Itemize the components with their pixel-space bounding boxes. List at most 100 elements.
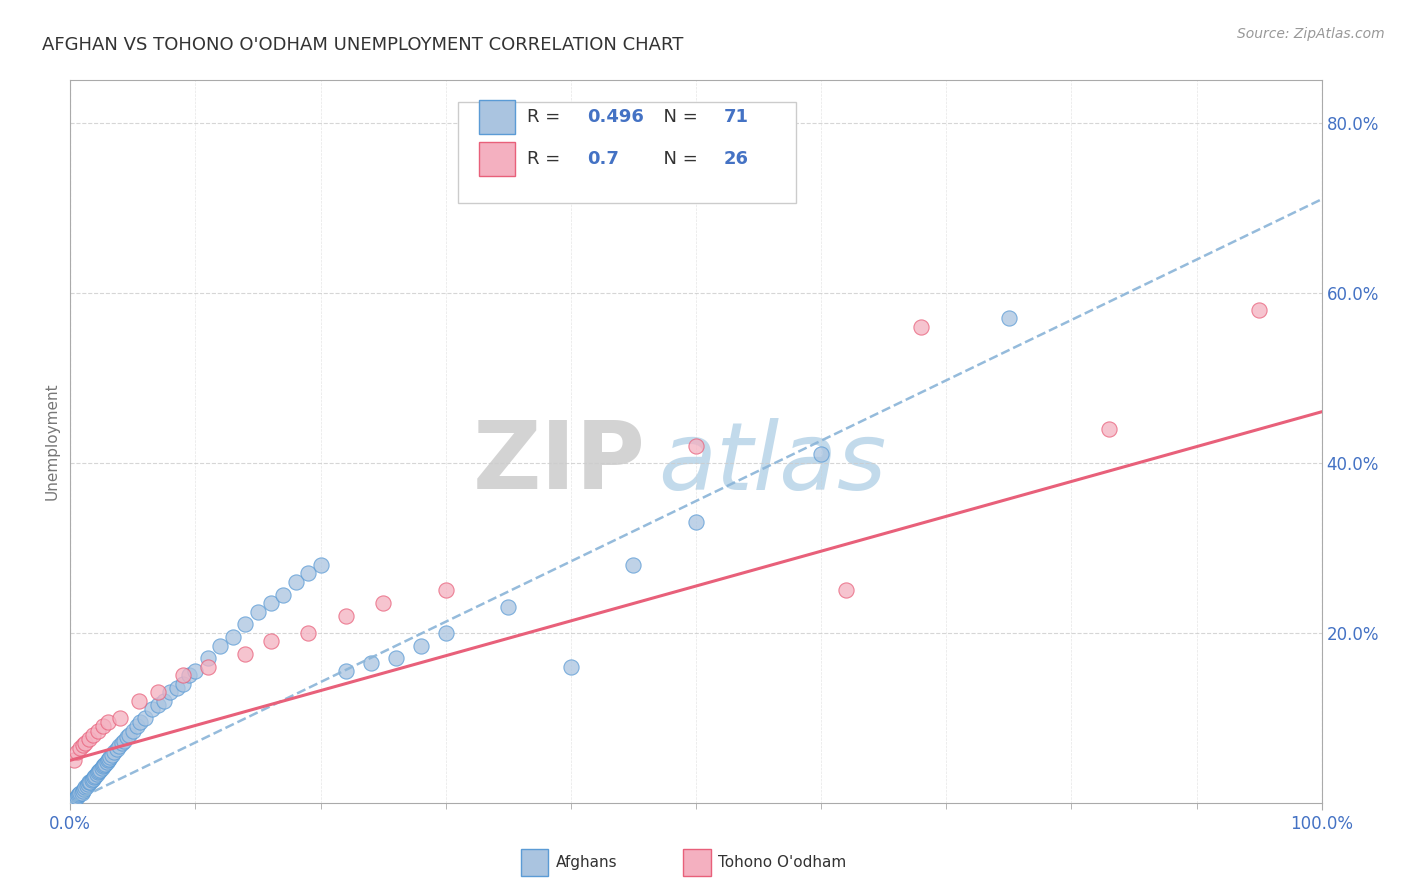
Point: [75, 736, 97, 750]
Point: [259, 596, 281, 610]
Text: AFGHAN VS TOHONO O'ODHAM UNEMPLOYMENT CORRELATION CHART: AFGHAN VS TOHONO O'ODHAM UNEMPLOYMENT CO…: [42, 36, 683, 54]
Point: [172, 668, 194, 682]
Point: [87, 723, 110, 738]
Point: [100, 748, 122, 763]
Point: [97, 753, 120, 767]
Point: [297, 625, 319, 640]
Point: [685, 516, 707, 530]
Point: [235, 617, 257, 632]
Point: [125, 719, 148, 733]
Point: [87, 764, 110, 779]
Point: [82, 772, 104, 786]
Point: [86, 767, 108, 781]
Point: [72, 738, 94, 752]
Point: [1249, 302, 1271, 317]
Point: [184, 664, 207, 678]
Point: [146, 685, 169, 699]
Point: [76, 779, 98, 793]
Point: [128, 694, 150, 708]
Point: [65, 791, 87, 805]
Point: [103, 745, 125, 759]
Text: 0.496: 0.496: [588, 108, 644, 126]
Point: [89, 763, 111, 777]
Point: [98, 750, 121, 764]
Point: [434, 583, 457, 598]
Text: N =: N =: [652, 150, 703, 168]
Point: [121, 723, 145, 738]
Point: [384, 651, 406, 665]
Text: 71: 71: [724, 108, 748, 126]
Text: 26: 26: [724, 150, 748, 168]
Point: [172, 677, 194, 691]
Point: [498, 600, 520, 615]
Point: [997, 311, 1019, 326]
Text: R =: R =: [527, 150, 567, 168]
Point: [129, 714, 152, 729]
Point: [77, 732, 100, 747]
FancyBboxPatch shape: [479, 100, 515, 135]
Point: [284, 574, 307, 589]
Text: ZIP: ZIP: [472, 417, 645, 509]
FancyBboxPatch shape: [683, 849, 711, 877]
Text: atlas: atlas: [658, 417, 887, 508]
Point: [197, 660, 219, 674]
Text: Afghans: Afghans: [555, 855, 617, 871]
FancyBboxPatch shape: [520, 849, 548, 877]
Point: [97, 714, 120, 729]
Point: [72, 784, 94, 798]
Point: [84, 769, 107, 783]
Point: [222, 630, 245, 644]
Point: [77, 775, 100, 789]
Point: [63, 753, 86, 767]
FancyBboxPatch shape: [458, 102, 796, 203]
Text: R =: R =: [527, 108, 567, 126]
Point: [79, 774, 101, 789]
Point: [259, 634, 281, 648]
Point: [82, 728, 104, 742]
Point: [73, 782, 96, 797]
Point: [69, 787, 91, 801]
Point: [91, 719, 114, 733]
Point: [141, 702, 163, 716]
Point: [166, 681, 188, 695]
Point: [76, 777, 98, 791]
Point: [118, 728, 141, 742]
Point: [1098, 422, 1121, 436]
Point: [67, 787, 90, 801]
FancyBboxPatch shape: [479, 142, 515, 177]
Text: 0.7: 0.7: [588, 150, 619, 168]
Point: [83, 770, 105, 784]
Point: [335, 608, 357, 623]
Point: [685, 439, 707, 453]
Point: [910, 319, 932, 334]
Point: [98, 751, 121, 765]
Point: [93, 758, 115, 772]
Point: [90, 761, 112, 775]
Point: [70, 786, 93, 800]
Point: [247, 605, 270, 619]
Point: [65, 789, 87, 804]
Text: Source: ZipAtlas.com: Source: ZipAtlas.com: [1237, 27, 1385, 41]
Point: [134, 711, 156, 725]
Point: [115, 731, 138, 745]
Point: [65, 745, 87, 759]
Point: [63, 793, 86, 807]
Point: [94, 756, 117, 771]
Point: [560, 660, 582, 674]
Point: [621, 558, 644, 572]
Y-axis label: Unemployment: Unemployment: [44, 383, 59, 500]
Point: [335, 664, 357, 678]
Point: [309, 558, 332, 572]
Point: [108, 739, 131, 753]
Point: [271, 588, 294, 602]
Point: [75, 780, 97, 795]
Point: [835, 583, 858, 598]
Point: [235, 647, 257, 661]
Point: [209, 639, 232, 653]
Point: [197, 651, 219, 665]
Point: [87, 765, 110, 780]
Point: [409, 639, 432, 653]
Point: [112, 733, 135, 747]
Point: [110, 711, 132, 725]
Point: [534, 175, 557, 189]
